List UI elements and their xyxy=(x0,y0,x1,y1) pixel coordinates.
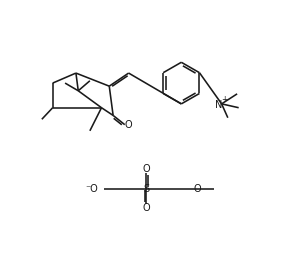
Text: O: O xyxy=(142,203,150,213)
Text: ⁻O: ⁻O xyxy=(86,184,98,194)
Text: S: S xyxy=(143,184,150,194)
Text: +: + xyxy=(221,95,228,104)
Text: O: O xyxy=(194,184,201,194)
Text: O: O xyxy=(125,120,133,130)
Text: O: O xyxy=(142,164,150,174)
Text: N: N xyxy=(215,100,222,110)
